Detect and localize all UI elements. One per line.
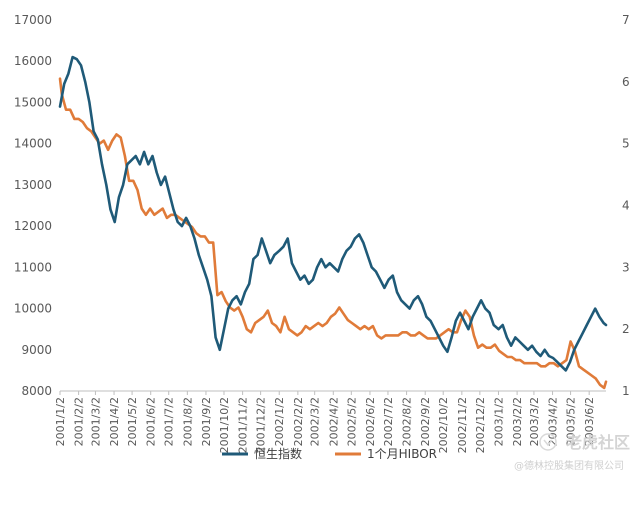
legend-label: 1个月HIBOR bbox=[367, 447, 437, 461]
y-left-tick-label: 8000 bbox=[21, 384, 52, 398]
x-tick-label: 2001/5/2 bbox=[126, 397, 139, 446]
axes-layer: 8000900010000110001200013000140001500016… bbox=[14, 13, 630, 453]
y-right-tick-label: 1 bbox=[622, 384, 630, 398]
x-tick-label: 2001/6/2 bbox=[145, 397, 158, 446]
x-tick-label: 2002/1/2 bbox=[273, 397, 286, 446]
x-tick-label: 2002/8/2 bbox=[401, 397, 414, 446]
y-left-tick-label: 11000 bbox=[14, 260, 52, 274]
y-right-tick-label: 7 bbox=[622, 13, 630, 27]
y-left-tick-label: 12000 bbox=[14, 219, 52, 233]
x-tick-label: 2003/4/2 bbox=[547, 397, 560, 446]
y-right-tick-label: 4 bbox=[622, 199, 630, 213]
y-left-tick-label: 15000 bbox=[14, 95, 52, 109]
x-tick-label: 2001/4/2 bbox=[108, 397, 121, 446]
watermark-brand: 老虎社区 bbox=[565, 433, 630, 452]
y-left-tick-label: 17000 bbox=[14, 13, 52, 27]
x-tick-label: 2002/7/2 bbox=[382, 397, 395, 446]
x-tick-label: 2002/2/2 bbox=[292, 397, 305, 446]
x-tick-label: 2001/12/2 bbox=[255, 397, 268, 453]
x-tick-label: 2002/10/2 bbox=[437, 397, 450, 453]
x-tick-label: 2001/10/2 bbox=[218, 397, 231, 453]
x-tick-label: 2001/9/2 bbox=[200, 397, 213, 446]
x-tick-label: 2002/9/2 bbox=[419, 397, 432, 446]
watermark: 老虎社区 @德林控股集团有限公司 bbox=[514, 433, 630, 472]
y-left-tick-label: 10000 bbox=[14, 302, 52, 316]
y-left-tick-label: 13000 bbox=[14, 178, 52, 192]
x-tick-label: 2001/3/2 bbox=[89, 397, 102, 446]
x-tick-label: 2003/6/2 bbox=[583, 397, 596, 446]
y-right-tick-label: 5 bbox=[622, 137, 630, 151]
y-left-tick-label: 14000 bbox=[14, 137, 52, 151]
x-tick-label: 2003/2/2 bbox=[511, 397, 524, 446]
y-left-tick-label: 9000 bbox=[21, 343, 52, 357]
x-tick-label: 2001/1/2 bbox=[54, 397, 67, 446]
x-tick-label: 2002/5/2 bbox=[345, 397, 358, 446]
series-line-hibor bbox=[58, 77, 608, 390]
x-tick-label: 2001/2/2 bbox=[73, 397, 86, 446]
y-right-tick-label: 3 bbox=[622, 260, 630, 274]
series-line-hsi bbox=[58, 55, 608, 372]
legend-label: 恒生指数 bbox=[254, 446, 302, 461]
watermark-source: @德林控股集团有限公司 bbox=[514, 459, 624, 472]
x-tick-label: 2001/7/2 bbox=[163, 397, 176, 446]
x-tick-label: 2003/1/2 bbox=[492, 397, 505, 446]
x-tick-label: 2001/8/2 bbox=[181, 397, 194, 446]
x-tick-label: 2003/5/2 bbox=[565, 397, 578, 446]
y-left-tick-label: 16000 bbox=[14, 54, 52, 68]
y-right-tick-label: 6 bbox=[622, 75, 630, 89]
x-tick-label: 2002/6/2 bbox=[364, 397, 377, 446]
x-tick-label: 2001/11/2 bbox=[237, 397, 250, 453]
tiger-logo-icon bbox=[539, 433, 557, 451]
series-layer bbox=[58, 55, 608, 390]
legend: 恒生指数 1个月HIBOR bbox=[222, 446, 437, 461]
x-tick-label: 2002/12/2 bbox=[474, 397, 487, 453]
y-right-tick-label: 2 bbox=[622, 322, 630, 336]
x-tick-label: 2002/3/2 bbox=[309, 397, 322, 446]
x-tick-label: 2002/4/2 bbox=[327, 397, 340, 446]
x-tick-label: 2003/3/2 bbox=[528, 397, 541, 446]
x-tick-label: 2002/11/2 bbox=[456, 397, 469, 453]
